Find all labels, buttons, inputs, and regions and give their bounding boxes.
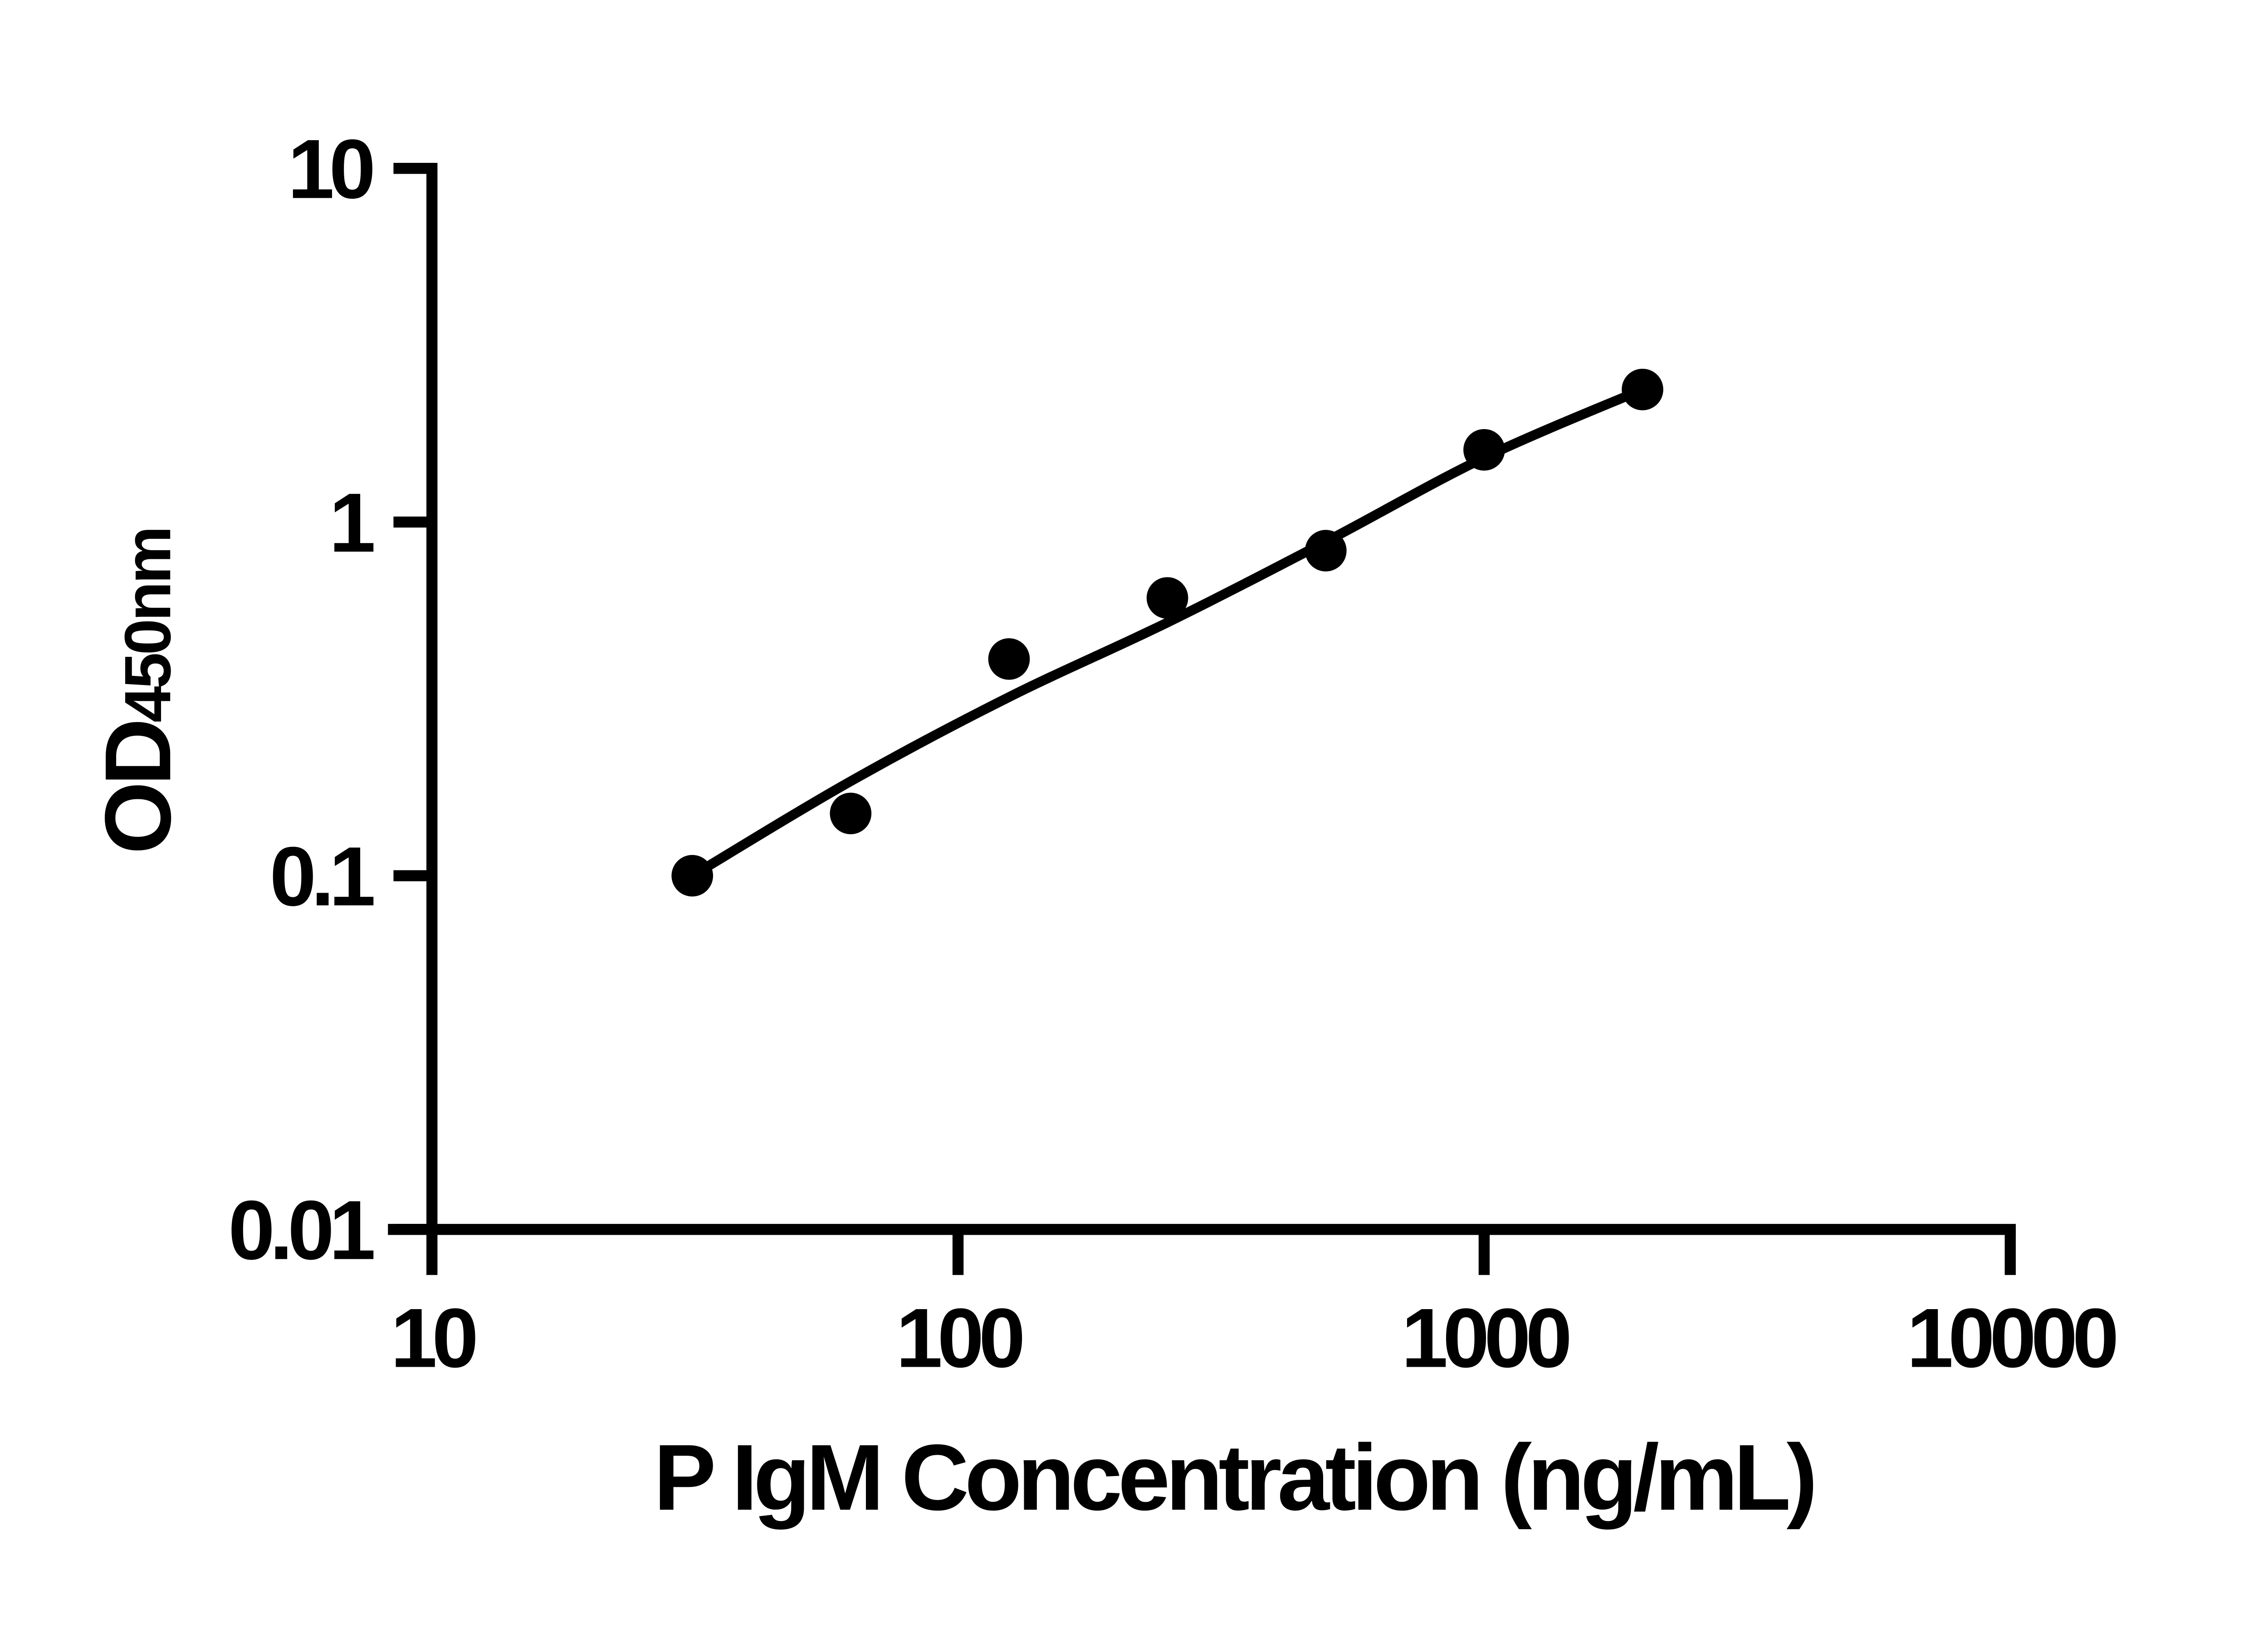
data-point (671, 855, 714, 897)
y-tick-label: 0.01 (228, 1183, 373, 1277)
x-axis-ticks: 10 100 1000 10000 (391, 1229, 2121, 1385)
x-axis-title: P IgM Concentration (ng/mL) (654, 1425, 1813, 1530)
data-point (1622, 368, 1663, 411)
x-tick-label: 10 (391, 1291, 475, 1385)
y-axis-title: OD450nm (85, 528, 190, 854)
data-point (1463, 429, 1505, 471)
x-tick-label: 100 (896, 1291, 1022, 1385)
data-points (671, 368, 1663, 897)
x-tick-label: 1000 (1401, 1291, 1569, 1385)
data-point (1305, 530, 1347, 572)
data-point (830, 792, 872, 835)
y-axis-title-sub: 450nm (111, 528, 184, 723)
axes (388, 162, 2016, 1235)
data-point (988, 638, 1030, 680)
y-axis-title-main: OD (85, 722, 190, 854)
y-tick-label: 0.1 (269, 830, 373, 924)
data-point (1146, 577, 1188, 619)
y-tick-label: 10 (288, 122, 372, 216)
chart-background (0, 20, 2268, 1613)
y-tick-label: 1 (329, 476, 373, 570)
x-tick-label: 10000 (1907, 1291, 2116, 1385)
